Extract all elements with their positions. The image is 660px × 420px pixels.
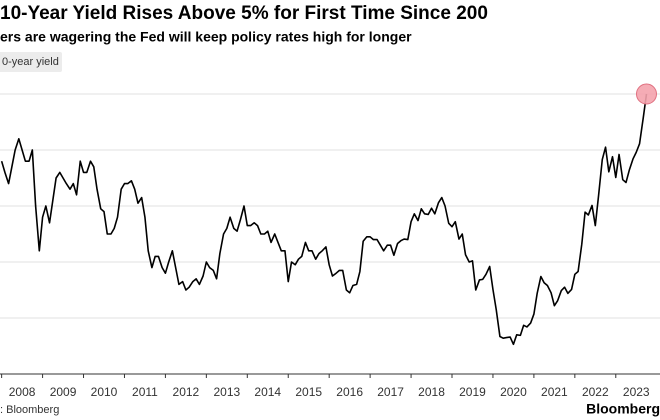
brand: Bloomberg: [586, 401, 660, 417]
legend-entry: 0-year yield: [2, 56, 59, 68]
x-tick-label: 2020: [500, 385, 527, 399]
x-tick-label: 2011: [132, 385, 158, 399]
latest-marker: [635, 83, 657, 105]
x-tick-label: 2010: [91, 385, 118, 399]
source: : Bloomberg: [0, 404, 59, 416]
x-tick-label: 2012: [173, 385, 200, 399]
x-tick-label: 2023: [623, 385, 650, 399]
x-tick-label: 2019: [459, 385, 486, 399]
chart-title: 10-Year Yield Rises Above 5% for First T…: [0, 3, 488, 24]
series-line: [0, 93, 648, 346]
x-tick-label: 2018: [418, 385, 445, 399]
x-tick-label: 2015: [295, 385, 322, 399]
chart-subtitle: ers are wagering the Fed will keep polic…: [0, 29, 412, 45]
x-tick-label: 2013: [213, 385, 240, 399]
x-tick-label: 2009: [50, 385, 77, 399]
x-tick-label: 2021: [541, 385, 568, 399]
x-tick-label: 2014: [254, 385, 281, 399]
x-tick-label: 2022: [582, 385, 609, 399]
x-tick-label: 2017: [377, 385, 404, 399]
x-tick-label: 2008: [9, 385, 36, 399]
x-tick-label: 2016: [336, 385, 363, 399]
legend-box: [0, 52, 62, 72]
